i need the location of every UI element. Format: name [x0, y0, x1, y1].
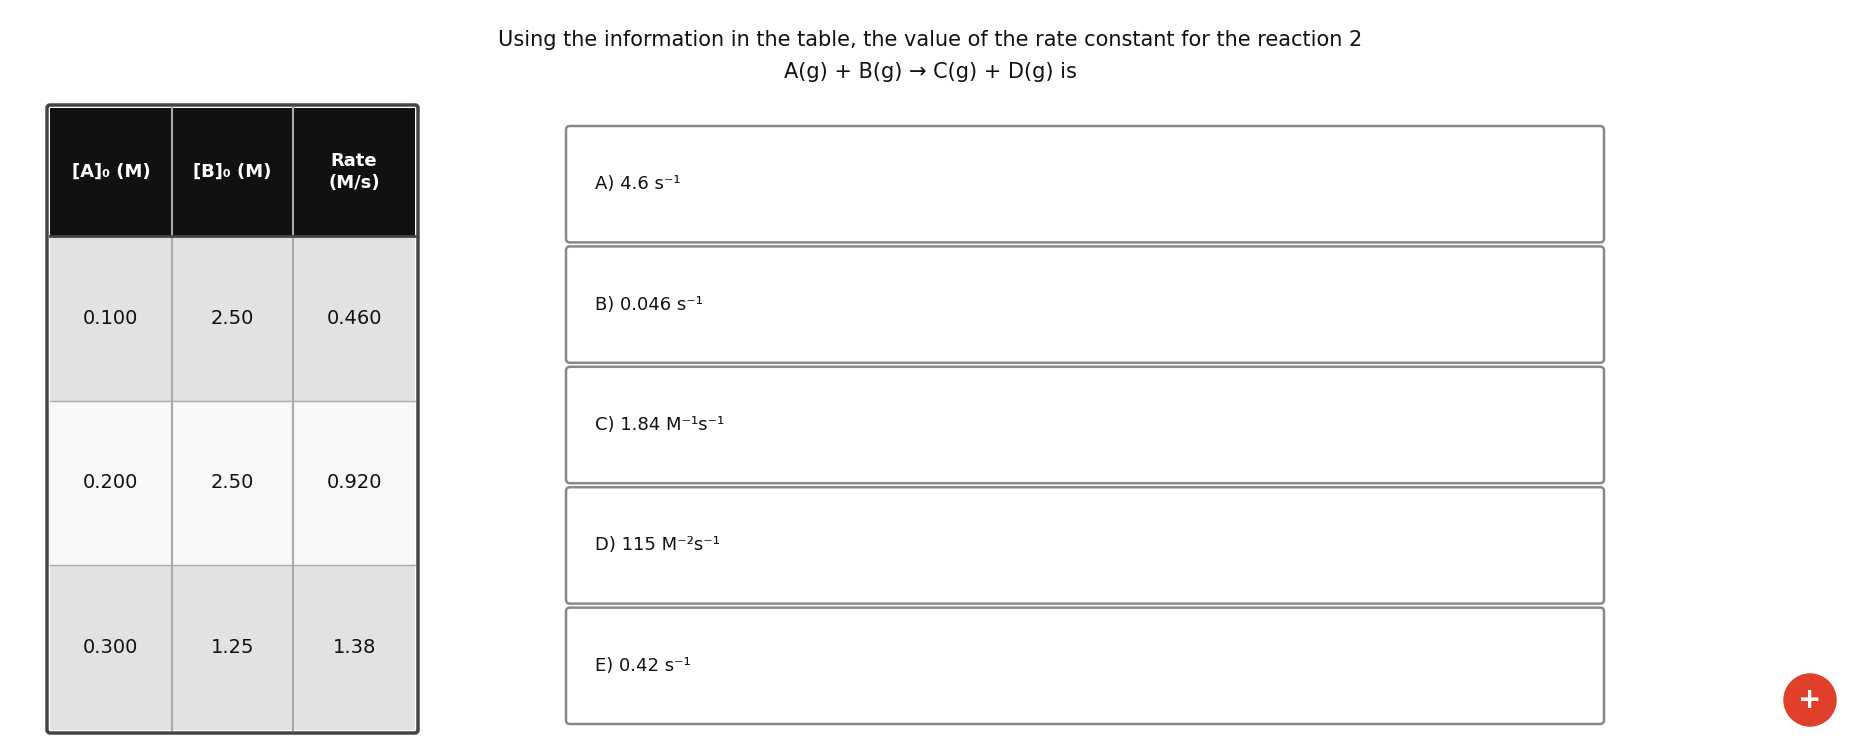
FancyBboxPatch shape: [50, 565, 171, 730]
Text: D) 115 M⁻²s⁻¹: D) 115 M⁻²s⁻¹: [596, 536, 720, 554]
Text: 0.300: 0.300: [84, 638, 138, 657]
FancyBboxPatch shape: [171, 236, 294, 401]
Text: 2.50: 2.50: [210, 309, 255, 328]
FancyBboxPatch shape: [566, 607, 1604, 724]
Text: 2.50: 2.50: [210, 473, 255, 492]
Text: C) 1.84 M⁻¹s⁻¹: C) 1.84 M⁻¹s⁻¹: [596, 416, 724, 434]
Text: [B]₀ (M): [B]₀ (M): [194, 163, 272, 181]
Text: Using the information in the table, the value of the rate constant for the react: Using the information in the table, the …: [499, 30, 1362, 50]
FancyBboxPatch shape: [294, 401, 415, 565]
FancyBboxPatch shape: [294, 565, 415, 730]
FancyBboxPatch shape: [50, 108, 171, 236]
FancyBboxPatch shape: [171, 108, 294, 236]
Text: 0.100: 0.100: [84, 309, 138, 328]
Text: 0.920: 0.920: [326, 473, 382, 492]
FancyBboxPatch shape: [566, 246, 1604, 363]
FancyBboxPatch shape: [566, 487, 1604, 604]
FancyBboxPatch shape: [171, 565, 294, 730]
Circle shape: [1785, 674, 1837, 726]
Text: [A]₀ (M): [A]₀ (M): [71, 163, 151, 181]
Text: 0.200: 0.200: [84, 473, 138, 492]
Text: A) 4.6 s⁻¹: A) 4.6 s⁻¹: [596, 175, 681, 193]
FancyBboxPatch shape: [50, 236, 171, 401]
Text: 1.25: 1.25: [210, 638, 255, 657]
FancyBboxPatch shape: [171, 401, 294, 565]
Text: +: +: [1798, 686, 1822, 714]
FancyBboxPatch shape: [294, 236, 415, 401]
Text: A(g) + B(g) → C(g) + D(g) is: A(g) + B(g) → C(g) + D(g) is: [783, 62, 1076, 82]
Text: 1.38: 1.38: [333, 638, 376, 657]
Text: 0.460: 0.460: [326, 309, 382, 328]
FancyBboxPatch shape: [566, 126, 1604, 242]
FancyBboxPatch shape: [50, 401, 171, 565]
FancyBboxPatch shape: [294, 108, 415, 236]
FancyBboxPatch shape: [566, 367, 1604, 483]
Text: Rate
(M/s): Rate (M/s): [328, 152, 380, 192]
Text: B) 0.046 s⁻¹: B) 0.046 s⁻¹: [596, 295, 703, 313]
Text: E) 0.42 s⁻¹: E) 0.42 s⁻¹: [596, 657, 690, 675]
